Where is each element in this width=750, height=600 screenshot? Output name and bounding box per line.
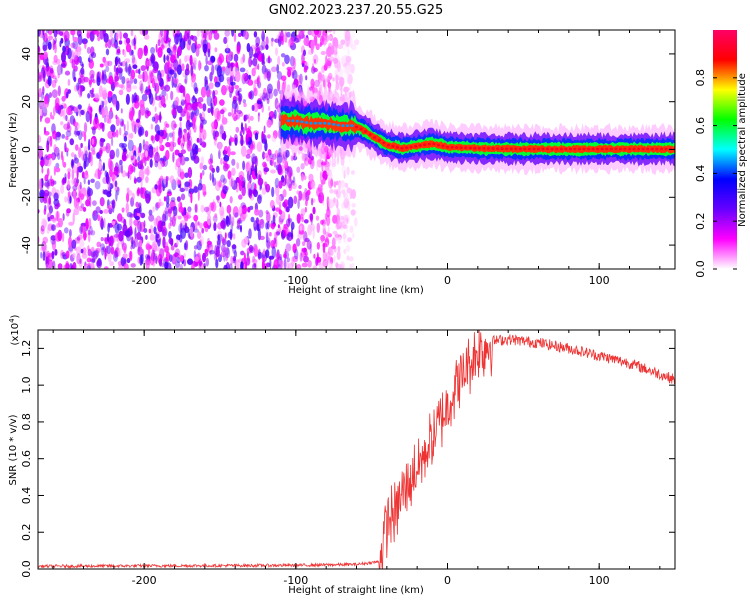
figure-title: GN02.2023.237.20.55.G25	[269, 3, 444, 18]
y-tick-label: 0.2	[20, 523, 33, 541]
y-tick-label: 0.4	[20, 487, 33, 505]
spectrogram-x-axis-label: Height of straight line (km)	[288, 285, 424, 296]
colorbar-tick-label: 0.4	[694, 165, 707, 183]
colorbar-tick-label: 0.0	[694, 260, 707, 278]
snr-panel: -200 -100 0 100 0.0 0.2 0.4 0.6 0.8 1.0 1.2 Height…	[8, 314, 676, 596]
x-tick-label: -200	[132, 574, 157, 587]
x-tick-label: -100	[283, 274, 308, 287]
x-tick-label: 0	[444, 274, 451, 287]
colorbar-gradient	[713, 30, 737, 269]
colorbar-ticks: 0.0 0.2 0.4 0.6 0.8	[694, 69, 737, 278]
colorbar-tick-label: 0.2	[694, 212, 707, 230]
x-tick-label: 100	[589, 274, 610, 287]
snr-y-axis-label: SNR (10 * v/v)	[8, 414, 19, 485]
snr-x-axis-label: Height of straight line (km)	[288, 585, 424, 596]
y-tick-label: 0.6	[20, 450, 33, 468]
y-tick-label: 0	[20, 146, 33, 153]
colorbar-label: Normalized spectral amplitude	[737, 73, 748, 227]
y-tick-label: 1.2	[20, 340, 33, 358]
x-tick-label: 100	[589, 574, 610, 587]
snr-plot-area	[38, 330, 675, 569]
y-tick-label: 40	[20, 47, 33, 61]
x-tick-label: 0	[444, 574, 451, 587]
x-tick-label: -200	[132, 274, 157, 287]
y-tick-label: 1.0	[20, 376, 33, 394]
x-tick-label: -100	[283, 574, 308, 587]
snr-y-axis-unit: (x104)	[8, 314, 21, 345]
y-tick-label: -40	[20, 236, 33, 254]
spectrogram-y-axis-label: Frequency (Hz)	[8, 112, 19, 188]
y-tick-label: 0.8	[20, 413, 33, 431]
y-tick-label: 0.0	[20, 560, 33, 578]
colorbar-tick-label: 0.6	[694, 117, 707, 135]
y-tick-label: 20	[20, 95, 33, 109]
colorbar: 0.0 0.2 0.4 0.6 0.8 Normalized spectral ampl…	[694, 30, 748, 278]
colorbar-tick-label: 0.8	[694, 69, 707, 87]
snr-ticks: -200 -100 0 100 0.0 0.2 0.4 0.6 0.8 1.0 1.2	[20, 330, 675, 587]
y-tick-label: -20	[20, 188, 33, 206]
spectrogram-image	[38, 30, 675, 269]
